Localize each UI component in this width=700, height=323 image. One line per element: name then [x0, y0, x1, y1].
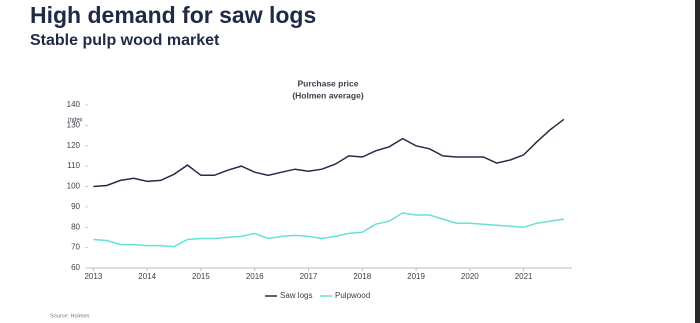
- y-tick-label: 70: [71, 243, 80, 252]
- title: High demand for saw logs: [30, 2, 316, 28]
- legend-label: Pulpwood: [335, 291, 370, 300]
- x-tick-label: 2020: [461, 272, 479, 281]
- y-label: Index: [68, 118, 83, 124]
- x-tick-label: 2014: [138, 272, 156, 281]
- y-tick-label: 60: [71, 263, 80, 272]
- y-tick-label: 130: [67, 120, 81, 129]
- y-tick-label: 100: [67, 182, 81, 191]
- x-tick-label: 2016: [246, 272, 264, 281]
- legend-label: Saw logs: [280, 291, 312, 300]
- y-tick-label: 90: [71, 202, 80, 211]
- x-tick-label: 2018: [353, 272, 371, 281]
- edge-bar: [695, 0, 700, 323]
- x-tick-label: 2021: [515, 272, 533, 281]
- y-tick-label: 120: [67, 141, 81, 150]
- y-tick-label: 80: [71, 222, 80, 231]
- y-tick-label: 110: [67, 161, 80, 170]
- x-tick-label: 2019: [407, 272, 425, 281]
- x-tick-label: 2015: [192, 272, 210, 281]
- x-tick-label: 2013: [84, 272, 102, 281]
- subtitle: Stable pulp wood market: [30, 32, 220, 49]
- y-tick-label: 140: [67, 100, 81, 109]
- chart-title: Purchase price: [298, 78, 359, 88]
- line-series: [93, 118, 565, 188]
- chart-title: (Holmen average): [292, 90, 363, 100]
- source: Source: Holmen: [50, 313, 89, 319]
- line-series: [93, 212, 565, 248]
- x-tick-label: 2017: [300, 272, 318, 281]
